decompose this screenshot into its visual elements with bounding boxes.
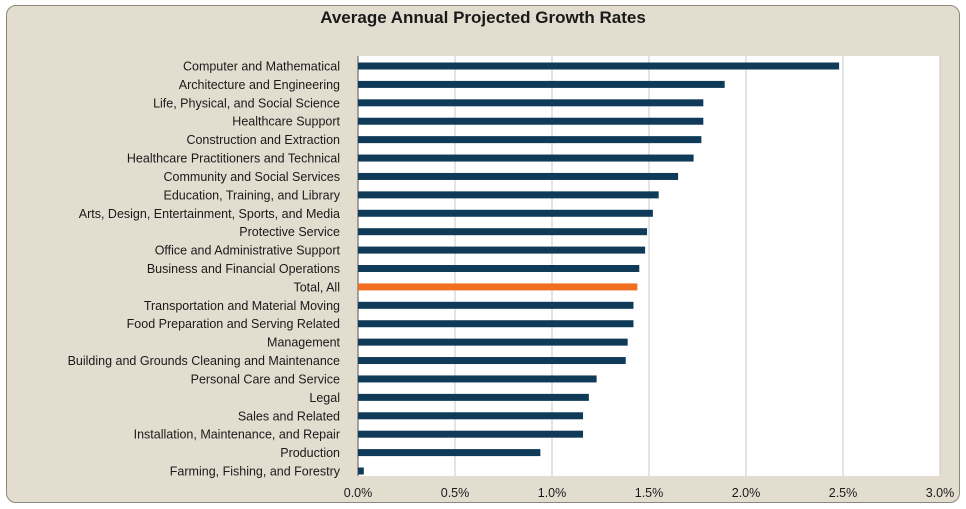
x-tick-label: 1.5%: [635, 486, 664, 500]
bar: [358, 449, 541, 457]
bar-highlight: [358, 283, 638, 291]
bar: [358, 172, 679, 180]
category-label: Production: [280, 446, 340, 460]
x-tick-label: 1.0%: [538, 486, 567, 500]
category-label: Legal: [309, 391, 340, 405]
category-label: Protective Service: [239, 225, 340, 239]
category-label: Arts, Design, Entertainment, Sports, and…: [79, 207, 340, 221]
x-tick-labels: 0.0% 0.5% 1.0% 1.5% 2.0% 2.5% 3.0%: [344, 486, 955, 500]
gridlines: [357, 56, 941, 476]
bar: [358, 228, 648, 236]
category-label: Community and Social Services: [164, 170, 340, 184]
category-label: Sales and Related: [238, 409, 340, 423]
category-label: Business and Financial Operations: [147, 262, 340, 276]
bar: [358, 80, 725, 88]
bar: [358, 99, 704, 107]
category-label: Architecture and Engineering: [179, 78, 340, 92]
category-label: Management: [267, 336, 340, 350]
category-label: Office and Administrative Support: [155, 244, 341, 258]
category-label: Building and Grounds Cleaning and Mainte…: [68, 354, 340, 368]
category-label: Personal Care and Service: [191, 372, 340, 386]
bar: [358, 301, 634, 309]
category-label: Healthcare Support: [232, 115, 340, 129]
bar: [358, 375, 597, 383]
bar: [358, 467, 364, 475]
bar: [358, 191, 659, 199]
bar: [358, 246, 646, 254]
x-tick-label: 2.0%: [732, 486, 761, 500]
x-tick-label: 0.0%: [344, 486, 373, 500]
bar: [358, 338, 628, 346]
bar: [358, 430, 584, 438]
category-label: Education, Training, and Library: [164, 188, 341, 202]
bars: [358, 62, 840, 475]
category-label: Construction and Extraction: [186, 133, 340, 147]
bar: [358, 265, 640, 272]
x-tick-label: 2.5%: [829, 486, 858, 500]
bar: [358, 320, 634, 328]
category-label: Transportation and Material Moving: [144, 299, 340, 313]
bar: [358, 357, 626, 365]
bar: [358, 412, 584, 420]
category-label: Installation, Maintenance, and Repair: [134, 428, 340, 442]
category-labels: Computer and Mathematical Architecture an…: [68, 60, 341, 479]
category-label: Life, Physical, and Social Science: [153, 96, 340, 110]
category-label: Food Preparation and Serving Related: [127, 317, 340, 331]
bar: [358, 117, 704, 125]
category-label: Computer and Mathematical: [183, 60, 340, 74]
bar: [358, 209, 653, 217]
bar: [358, 136, 702, 144]
bar: [358, 393, 589, 401]
bar: [358, 62, 840, 70]
bar: [358, 154, 694, 162]
category-label: Total, All: [293, 280, 340, 294]
category-label: Healthcare Practitioners and Technical: [127, 152, 340, 166]
category-label: Farming, Fishing, and Forestry: [170, 465, 341, 479]
x-tick-label: 3.0%: [926, 486, 955, 500]
x-tick-label: 0.5%: [441, 486, 470, 500]
chart-title: Average Annual Projected Growth Rates: [320, 8, 646, 27]
